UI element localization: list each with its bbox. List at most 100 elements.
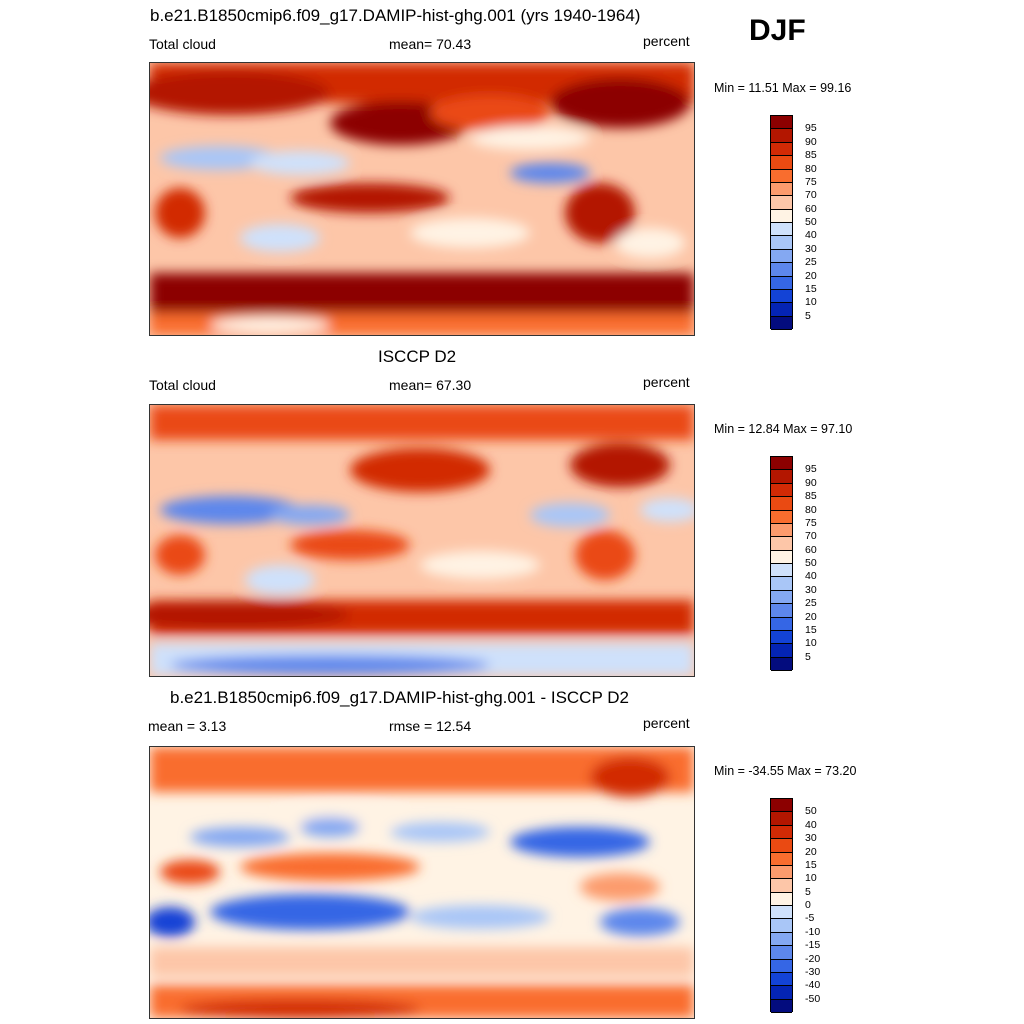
- colorbar-tick-label: 85: [805, 490, 817, 503]
- colorbar-tick-label: 50: [805, 805, 817, 818]
- colorbar-segment: [771, 457, 792, 471]
- colorbar-tick-label: 30: [805, 583, 817, 596]
- colorbar-tick-label: 30: [805, 832, 817, 845]
- panel-2-units-label: percent: [643, 374, 690, 390]
- panel-3-map: [149, 746, 695, 1019]
- colorbar-segment: [771, 550, 792, 564]
- colorbar-segment: [771, 223, 792, 237]
- colorbar-tick-label: 40: [805, 229, 817, 242]
- panel-3-title: b.e21.B1850cmip6.f09_g17.DAMIP-hist-ghg.…: [170, 688, 629, 707]
- colorbar-tick-label: 75: [805, 175, 817, 188]
- colorbar-tick-label: 30: [805, 242, 817, 255]
- colorbar-segment: [771, 316, 792, 330]
- colorbar-segment: [771, 169, 792, 183]
- colorbar-tick-label: 10: [805, 296, 817, 309]
- panel-3-minmax: Min = -34.55 Max = 73.20: [714, 764, 857, 778]
- colorbar-segment: [771, 236, 792, 250]
- colorbar-tick-label: 25: [805, 256, 817, 269]
- colorbar-segment: [771, 303, 792, 317]
- colorbar-tick-label: 60: [805, 202, 817, 215]
- colorbar-tick-label: 60: [805, 543, 817, 556]
- colorbar-segment: [771, 630, 792, 645]
- colorbar-segment: [771, 919, 792, 933]
- colorbar-segment: [771, 116, 792, 130]
- colorbar-segment: [771, 825, 792, 840]
- colorbar-tick-label: 50: [805, 557, 817, 569]
- colorbar-tick-label: 95: [805, 122, 817, 135]
- colorbar-tick-label: 20: [805, 845, 817, 858]
- colorbar-tick-label: 80: [805, 503, 817, 516]
- colorbar-tick-label: -50: [805, 992, 821, 1005]
- colorbar-segment: [771, 812, 792, 826]
- colorbar-segment: [771, 906, 792, 920]
- colorbar-segment: [771, 972, 792, 987]
- colorbar-tick-label: 5: [805, 885, 811, 898]
- colorbar-segment: [771, 959, 792, 973]
- colorbar-tick-label: 5: [805, 309, 811, 322]
- colorbar-segment: [771, 617, 792, 631]
- colorbar-segment: [771, 497, 792, 511]
- colorbar-segment: [771, 196, 792, 210]
- panel-3-map-field: [150, 747, 694, 1018]
- colorbar-tick-label: -15: [805, 939, 821, 952]
- panel-1-variable-label: Total cloud: [149, 36, 216, 52]
- colorbar-segment: [771, 289, 792, 304]
- season-label: DJF: [749, 14, 806, 47]
- colorbar-tick-label: 70: [805, 189, 817, 202]
- colorbar-tick-label: 10: [805, 637, 817, 650]
- colorbar-segment: [771, 590, 792, 605]
- colorbar-segment: [771, 852, 792, 866]
- colorbar-segment: [771, 523, 792, 538]
- colorbar-tick-label: 20: [805, 610, 817, 623]
- panel-2-title: ISCCP D2: [378, 347, 457, 366]
- colorbar-segment: [771, 156, 792, 170]
- colorbar-segment: [771, 182, 792, 197]
- colorbar-segment: [771, 142, 792, 157]
- colorbar-segment: [771, 892, 792, 906]
- colorbar-segment: [771, 799, 792, 813]
- colorbar-segment: [771, 879, 792, 893]
- colorbar-segment: [771, 577, 792, 591]
- colorbar-segment: [771, 470, 792, 484]
- colorbar-tick-label: 20: [805, 269, 817, 282]
- colorbar-segment: [771, 999, 792, 1013]
- panel-2-variable-label: Total cloud: [149, 377, 216, 393]
- colorbar-tick-label: 70: [805, 530, 817, 543]
- panel-2-colorbar-box: [770, 456, 793, 671]
- colorbar-segment: [771, 644, 792, 658]
- panel-3-units-label: percent: [643, 715, 690, 731]
- colorbar-tick-label: 0: [805, 899, 811, 911]
- colorbar-segment: [771, 564, 792, 578]
- colorbar-tick-label: -20: [805, 952, 821, 965]
- colorbar-segment: [771, 209, 792, 223]
- panel-2-colorbar: 95 90 85 80 75 70 60 50 40 30 25 20 15 10 5: [770, 456, 840, 671]
- colorbar-segment: [771, 510, 792, 524]
- panel-3-colorbar: 50 40 30 20 15 10 5 0 -5 -10 -15 -20 -30 -40 -50: [770, 798, 840, 1013]
- panel-2-map: [149, 404, 695, 677]
- colorbar-tick-label: 95: [805, 463, 817, 476]
- panel-1-map-field: [150, 63, 694, 335]
- colorbar-tick-label: 90: [805, 476, 817, 489]
- colorbar-tick-label: -5: [805, 912, 815, 925]
- panel-1-minmax: Min = 11.51 Max = 99.16: [714, 81, 852, 95]
- colorbar-segment: [771, 537, 792, 551]
- panel-1-map: [149, 62, 695, 336]
- panel-1-mean-label: mean= 70.43: [389, 36, 472, 52]
- colorbar-tick-label: 80: [805, 162, 817, 175]
- panel-1-title: b.e21.B1850cmip6.f09_g17.DAMIP-hist-ghg.…: [150, 6, 641, 25]
- panel-1-colorbar-box: [770, 115, 793, 330]
- colorbar-tick-label: -30: [805, 965, 821, 978]
- colorbar-tick-label: 75: [805, 516, 817, 529]
- panel-2-map-field: [150, 405, 694, 676]
- colorbar-tick-label: 15: [805, 623, 817, 636]
- panel-3-colorbar-box: [770, 798, 793, 1013]
- colorbar-tick-label: 10: [805, 872, 817, 885]
- panel-3-mean-label: mean = 3.13: [148, 718, 227, 734]
- colorbar-segment: [771, 249, 792, 264]
- colorbar-segment: [771, 604, 792, 618]
- colorbar-segment: [771, 946, 792, 960]
- colorbar-tick-label: -40: [805, 979, 821, 992]
- colorbar-segment: [771, 483, 792, 498]
- panel-2-mean-label: mean= 67.30: [389, 377, 472, 393]
- panel-2-minmax: Min = 12.84 Max = 97.10: [714, 422, 853, 436]
